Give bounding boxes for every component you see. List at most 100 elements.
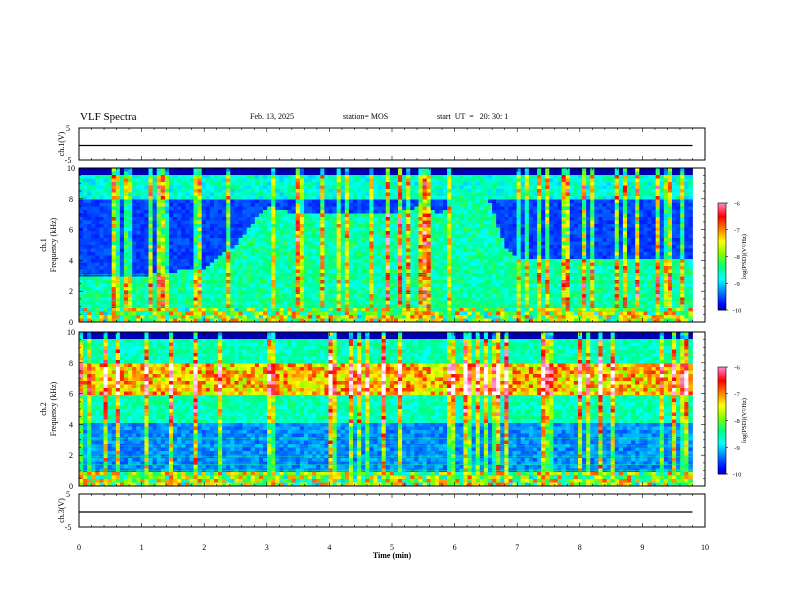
spectrogram-cell — [218, 220, 223, 225]
spectrogram-cell — [230, 227, 235, 232]
spectrogram-cell — [377, 308, 383, 312]
spectrogram-cell — [283, 231, 288, 235]
spectrogram-cell — [479, 203, 485, 207]
spectrogram-cell — [398, 311, 403, 316]
spectrogram-cell — [483, 241, 489, 246]
spectrogram-cell — [418, 245, 423, 249]
spectrogram-cell — [398, 206, 403, 211]
spectrogram-cell — [107, 199, 113, 204]
spectrogram-cell — [365, 213, 370, 218]
spectrogram-cell — [492, 178, 497, 183]
spectrogram-cell — [443, 294, 448, 298]
spectrogram-cell — [520, 182, 526, 186]
spectrogram-cell — [361, 192, 366, 197]
spectrogram-cell — [438, 311, 444, 316]
spectrogram-cell — [496, 287, 501, 291]
spectrogram-cell — [128, 269, 133, 274]
spectrogram-cell — [140, 217, 145, 221]
spectrogram-cell — [103, 297, 109, 302]
spectrogram-cell — [193, 234, 199, 239]
spectrogram-cell — [312, 210, 317, 214]
spectrogram-cell — [230, 189, 235, 193]
spectrogram-cell — [299, 175, 305, 179]
spectrogram-cell — [406, 315, 411, 319]
spectrogram-cell — [500, 311, 505, 316]
spectrogram-cell — [246, 210, 252, 214]
spectrogram-cell — [226, 318, 231, 323]
spectrogram-cell — [291, 227, 297, 232]
spectrogram-cell — [520, 234, 526, 239]
spectrogram-cell — [475, 238, 481, 242]
spectrogram-cell — [471, 248, 477, 253]
spectrogram-cell — [365, 182, 370, 186]
spectrogram-cell — [312, 248, 317, 253]
spectrogram-cell — [532, 301, 538, 305]
spectrogram-cell — [332, 252, 338, 256]
spectrogram-cell — [410, 297, 415, 302]
spectrogram-cell — [426, 318, 432, 323]
spectrogram-cell — [430, 217, 436, 221]
spectrogram-cell — [267, 266, 272, 270]
spectrogram-cell — [283, 269, 288, 274]
spectrogram-cell — [381, 248, 387, 253]
spectrogram-cell — [520, 178, 526, 183]
spectrogram-cell — [426, 227, 432, 232]
spectrogram-cell — [279, 294, 284, 298]
spectrogram-cell — [218, 273, 223, 277]
spectrogram-cell — [447, 234, 452, 239]
spectrogram-cell — [361, 287, 366, 291]
spectrogram-cell — [152, 245, 158, 249]
spectrogram-cell — [164, 238, 170, 242]
spectrogram-cell — [201, 178, 207, 183]
spectrogram-cell — [524, 255, 530, 260]
spectrogram-cell — [287, 311, 293, 316]
spectrogram-cell — [189, 182, 194, 186]
spectrogram-cell — [152, 168, 158, 172]
spectrogram-cell — [103, 266, 109, 270]
spectrogram-cell — [434, 196, 440, 200]
spectrogram-cell — [393, 213, 399, 218]
spectrogram-cell — [361, 199, 366, 204]
spectrogram-cell — [234, 182, 239, 186]
spectrogram-cell — [492, 273, 497, 277]
spectrogram-cell — [148, 185, 154, 190]
spectrogram-cell — [136, 234, 141, 239]
spectrogram-cell — [103, 283, 109, 288]
spectrogram-cell — [361, 238, 366, 242]
spectrogram-cell — [332, 269, 338, 274]
spectrogram-cell — [410, 206, 415, 211]
spectrogram-cell — [128, 241, 133, 246]
spectrogram-cell — [79, 294, 84, 298]
spectrogram-cell — [328, 294, 333, 298]
spectrogram-cell — [479, 315, 485, 319]
spectrogram-cell — [520, 318, 526, 323]
spectrogram-cell — [451, 185, 456, 190]
spectrogram-cell — [348, 234, 354, 239]
spectrogram-cell — [95, 255, 100, 260]
spectrogram-cell — [271, 171, 276, 176]
spectrogram-cell — [492, 269, 497, 274]
spectrogram-cell — [209, 315, 215, 319]
spectrogram-cell — [226, 203, 231, 207]
spectrogram-cell — [91, 318, 96, 323]
spectrogram-cell — [487, 311, 493, 316]
spectrogram-cell — [279, 220, 284, 225]
spectrogram-cell — [377, 311, 383, 316]
spectrogram-cell — [393, 224, 399, 228]
spectrogram-cell — [353, 294, 358, 298]
spectrogram-cell — [508, 175, 513, 179]
spectrogram-cell — [148, 206, 154, 211]
spectrogram-cell — [258, 262, 264, 267]
spectrogram-cell — [308, 199, 313, 204]
spectrogram-cell — [443, 203, 448, 207]
spectrogram-cell — [177, 217, 182, 221]
spectrogram-cell — [451, 217, 456, 221]
spectrogram-cell — [152, 318, 158, 323]
spectrogram-cell — [156, 315, 162, 319]
spectrogram-cell — [213, 318, 219, 323]
spectrogram-cell — [226, 315, 231, 319]
spectrogram-cell — [373, 178, 378, 183]
spectrogram-cell — [430, 210, 436, 214]
spectrogram-cell — [528, 168, 534, 172]
spectrogram-cell — [447, 227, 452, 232]
